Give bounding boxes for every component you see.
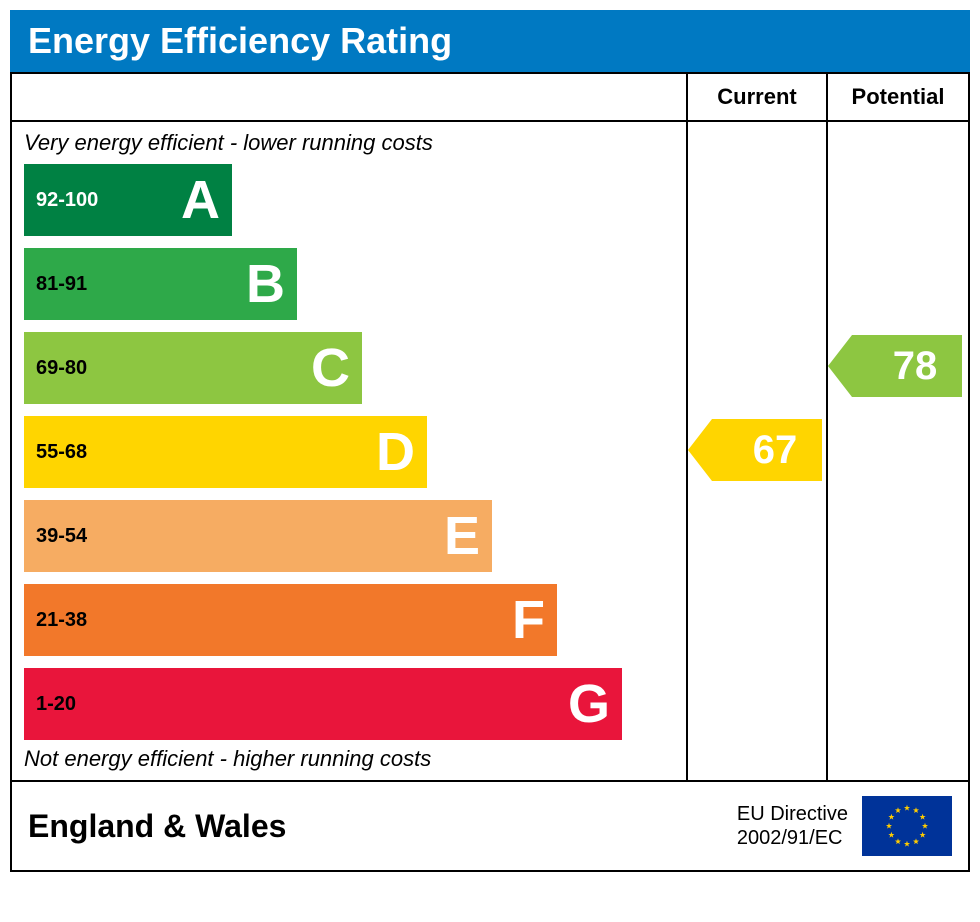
band-letter: C	[311, 337, 350, 399]
band-letter: D	[376, 421, 415, 483]
potential-rating-badge: 78	[852, 335, 962, 397]
header-row: Current Potential	[12, 74, 968, 122]
eu-flag-icon	[862, 796, 952, 856]
caption-bottom: Not energy efficient - higher running co…	[24, 746, 674, 772]
band-range: 1-20	[36, 693, 76, 716]
band-letter: G	[568, 673, 610, 735]
band-range: 69-80	[36, 357, 87, 380]
band-letter: E	[444, 505, 480, 567]
band-e: 39-54 E	[24, 500, 492, 572]
band-range: 55-68	[36, 441, 87, 464]
band-letter: B	[246, 253, 285, 315]
epc-chart: Energy Efficiency Rating Current Potenti…	[10, 10, 970, 872]
band-range: 92-100	[36, 189, 98, 212]
potential-column: 78	[828, 122, 968, 780]
band-range: 81-91	[36, 273, 87, 296]
body-row: Very energy efficient - lower running co…	[12, 122, 968, 780]
bars-container: 92-100 A 81-91 B 69-80 C 55-68 D 39-54 E 21-38 F 1-2…	[24, 164, 674, 740]
title-bar: Energy Efficiency Rating	[10, 10, 970, 72]
current-rating-badge: 67	[712, 419, 822, 481]
directive-line2: 2002/91/EC	[737, 826, 848, 850]
band-a: 92-100 A	[24, 164, 232, 236]
band-letter: A	[181, 169, 220, 231]
band-range: 21-38	[36, 609, 87, 632]
directive-line1: EU Directive	[737, 802, 848, 826]
header-potential: Potential	[828, 74, 968, 120]
footer-directive: EU Directive 2002/91/EC	[737, 802, 848, 850]
chart-box: Current Potential Very energy efficient …	[10, 72, 970, 872]
header-current: Current	[688, 74, 828, 120]
band-letter: F	[512, 589, 545, 651]
band-b: 81-91 B	[24, 248, 297, 320]
band-d: 55-68 D	[24, 416, 427, 488]
footer-row: England & Wales EU Directive 2002/91/EC	[12, 780, 968, 870]
caption-top: Very energy efficient - lower running co…	[24, 130, 674, 156]
chart-area: Very energy efficient - lower running co…	[12, 122, 688, 780]
title-text: Energy Efficiency Rating	[28, 20, 452, 61]
header-spacer	[12, 74, 688, 120]
band-c: 69-80 C	[24, 332, 362, 404]
band-f: 21-38 F	[24, 584, 557, 656]
footer-region: England & Wales	[28, 808, 737, 845]
band-range: 39-54	[36, 525, 87, 548]
band-g: 1-20 G	[24, 668, 622, 740]
current-column: 67	[688, 122, 828, 780]
